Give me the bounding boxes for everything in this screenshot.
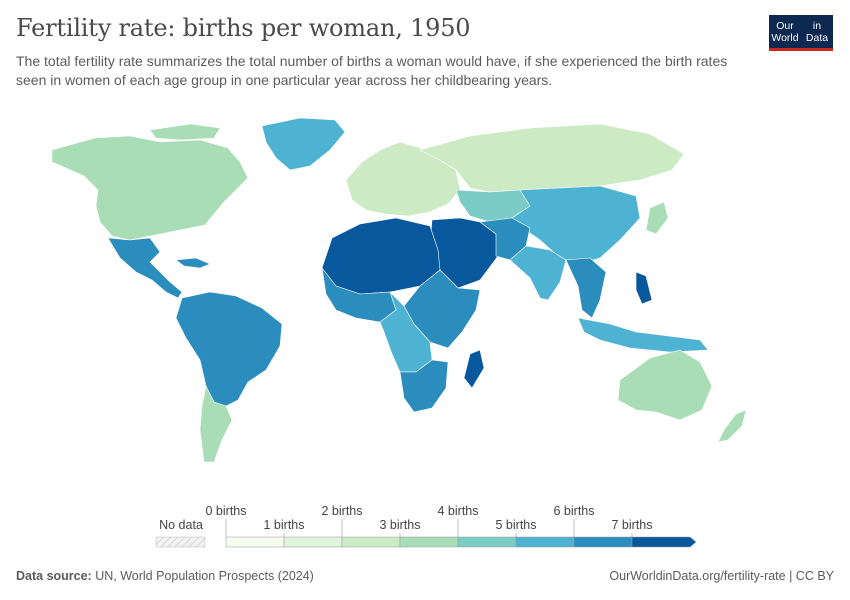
logo-line-1: Our World xyxy=(771,19,799,44)
map-legend: No data 0 births 1 births 2 births 3 births… xyxy=(155,504,697,548)
legend-swatch[interactable] xyxy=(399,536,459,548)
legend-bin-label: 1 births xyxy=(264,518,305,532)
legend-swatch[interactable] xyxy=(631,536,697,548)
data-source-value: UN, World Population Prospects (2024) xyxy=(95,569,314,583)
region-new-zealand[interactable] xyxy=(717,409,747,443)
region-caribbean[interactable] xyxy=(175,257,211,269)
legend-swatch[interactable] xyxy=(573,536,633,548)
legend-bin-label: 0 births xyxy=(206,504,247,518)
data-source: Data source: UN, World Population Prospe… xyxy=(16,569,314,583)
region-north-america[interactable] xyxy=(51,135,249,241)
legend-swatch[interactable] xyxy=(283,536,343,548)
data-source-label: Data source: xyxy=(16,569,92,583)
logo-line-2: in Data xyxy=(805,19,829,44)
region-philippines[interactable] xyxy=(635,271,653,305)
region-southern-africa[interactable] xyxy=(399,359,449,413)
legend-bin-label: 3 births xyxy=(380,518,421,532)
region-russia[interactable] xyxy=(419,123,685,193)
source-url-link[interactable]: OurWorldinData.org/fertility-rate | CC B… xyxy=(609,569,834,583)
legend-swatch[interactable] xyxy=(515,536,575,548)
region-madagascar[interactable] xyxy=(463,349,485,389)
region-greenland[interactable] xyxy=(261,117,346,171)
region-indonesia[interactable] xyxy=(577,317,709,353)
region-arctic-islands[interactable] xyxy=(149,123,221,141)
legend-swatch[interactable] xyxy=(341,536,401,548)
legend-bin-label: 5 births xyxy=(496,518,537,532)
region-australia[interactable] xyxy=(617,349,713,421)
legend-bin-label: 2 births xyxy=(322,504,363,518)
legend-no-data-label: No data xyxy=(159,518,203,532)
chart-title: Fertility rate: births per woman, 1950 xyxy=(16,14,471,42)
region-southeast-asia[interactable] xyxy=(565,257,607,319)
region-japan[interactable] xyxy=(645,201,669,235)
region-north-africa[interactable] xyxy=(321,217,441,295)
owid-logo[interactable]: Our World in Data xyxy=(769,15,833,51)
legend-bin-label: 7 births xyxy=(612,518,653,532)
region-south-america[interactable] xyxy=(175,291,283,407)
region-south-asia[interactable] xyxy=(509,245,567,301)
region-mexico-central-america[interactable] xyxy=(107,237,183,299)
legend-swatch[interactable] xyxy=(457,536,517,548)
region-southern-cone[interactable] xyxy=(199,385,233,463)
legend-swatch[interactable] xyxy=(225,536,285,548)
legend-bin-label: 4 births xyxy=(438,504,479,518)
legend-bin-label: 6 births xyxy=(554,504,595,518)
world-map[interactable] xyxy=(0,110,850,480)
chart-subtitle: The total fertility rate summarizes the … xyxy=(16,53,728,88)
legend-no-data-swatch xyxy=(155,536,206,548)
